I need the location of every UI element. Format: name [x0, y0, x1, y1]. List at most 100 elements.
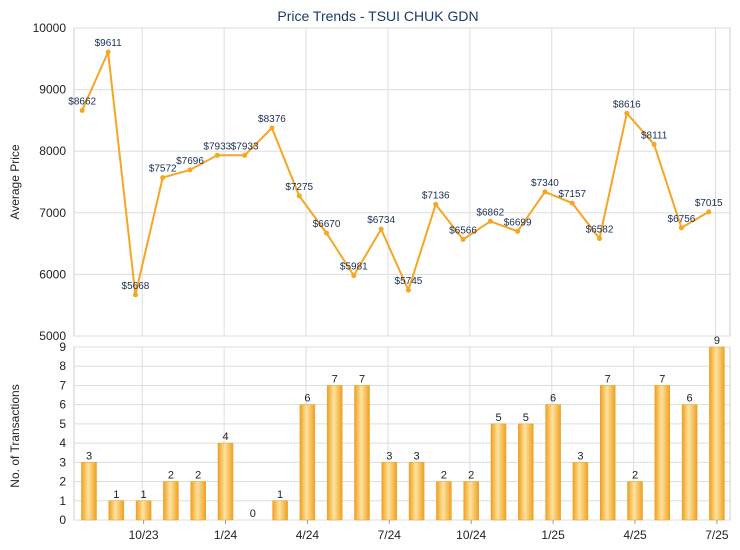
transaction-bar-label: 1: [277, 489, 283, 501]
price-point-label: $8376: [258, 114, 286, 125]
transaction-bar-label: 3: [386, 450, 392, 462]
line-y-tick: 10000: [33, 21, 67, 35]
price-point: [324, 230, 330, 236]
transaction-bar-label: 5: [523, 412, 529, 424]
transaction-bar-label: 6: [304, 393, 310, 405]
line-y-tick: 6000: [39, 267, 66, 281]
x-tick-label: 1/24: [214, 528, 238, 542]
price-line: [81, 51, 710, 296]
price-point: [105, 49, 111, 55]
transaction-bar: [408, 462, 425, 521]
price-point-label: $6734: [367, 215, 395, 226]
price-point-label: $6756: [668, 214, 696, 225]
price-point: [433, 201, 439, 207]
transaction-bar-label: 7: [659, 373, 665, 385]
transaction-bar-label: 2: [195, 470, 201, 482]
transaction-bar: [326, 385, 343, 521]
transaction-bar-label: 2: [441, 470, 447, 482]
x-tick-label: 7/25: [705, 528, 729, 542]
price-point-label: $8111: [641, 130, 668, 141]
bar-plot-area: 0 1 2 3 4 5 6 7 8 9 No. of Transactions 3 1 1 2 2 4 0 1 6…: [8, 335, 731, 542]
x-axis-ticks: 10/23 1/24 4/24 7/24 10/24 1/25 4/25 7/25: [129, 520, 729, 542]
chart-title: Price Trends - TSUI CHUK GDN: [277, 8, 478, 24]
transaction-bar-label: 6: [550, 393, 556, 405]
transaction-bar-label: 0: [250, 508, 256, 520]
transaction-bar-label: 1: [113, 489, 119, 501]
transaction-bar-label: 2: [168, 470, 174, 482]
price-point-label: $7696: [176, 156, 204, 167]
transaction-bar: [81, 462, 97, 521]
transaction-bar: [108, 500, 125, 521]
price-point-label: $7572: [149, 164, 177, 175]
price-point-label: $6862: [476, 207, 504, 218]
transaction-bar: [709, 346, 725, 521]
price-point: [706, 209, 712, 215]
transaction-bar: [518, 423, 534, 521]
price-point: [597, 236, 603, 242]
price-point-label: $7015: [695, 198, 723, 209]
transaction-bar: [381, 462, 398, 521]
transaction-bar: [217, 442, 234, 521]
transaction-bar-labels: 3 1 1 2 2 4 0 1 6 7 7 3 3 2 2 5 5 6 3 7 2 7 6 9: [86, 335, 720, 520]
price-line-series: [79, 49, 712, 298]
bar-y-tick: 6: [59, 398, 66, 412]
x-tick-label: 10/23: [129, 528, 159, 542]
bar-y-tick: 7: [59, 378, 66, 392]
line-y-tick: 9000: [39, 83, 66, 97]
price-point: [378, 226, 384, 232]
transaction-bar-label: 2: [468, 470, 474, 482]
transaction-bar-label: 3: [577, 450, 583, 462]
bar-plot-y-ticks: 0 1 2 3 4 5 6 7 8 9: [59, 340, 66, 527]
transaction-bar: [463, 481, 479, 521]
transaction-bar: [135, 500, 152, 521]
price-point: [132, 292, 138, 298]
x-tick-label: 1/25: [541, 528, 565, 542]
price-point: [269, 125, 275, 131]
bar-y-tick: 3: [59, 455, 66, 469]
price-point: [187, 167, 193, 173]
transaction-bar: [681, 404, 698, 521]
price-point-labels: $8662 $9611 $5668 $7572$7696 $7933 $7933 $8376…: [68, 38, 723, 292]
price-point-label: $7136: [422, 190, 450, 201]
transaction-bar-label: 4: [222, 431, 228, 443]
bar-y-tick: 0: [59, 513, 66, 527]
transaction-bar-label: 5: [495, 412, 501, 424]
price-point: [542, 189, 548, 195]
transaction-bar-label: 7: [332, 373, 338, 385]
price-point-label: $5981: [340, 262, 368, 273]
transaction-bar: [272, 500, 288, 521]
transaction-bar: [299, 404, 316, 521]
price-point-label: $6582: [586, 225, 614, 236]
price-point: [296, 193, 302, 199]
x-tick-label: 7/24: [378, 528, 402, 542]
price-point-label: $7933: [203, 141, 231, 152]
price-point-label: $7157: [558, 189, 586, 200]
transaction-bar: [436, 481, 452, 521]
price-point-label: $8616: [613, 99, 641, 110]
transaction-bar-label: 7: [359, 373, 365, 385]
price-point-label: $7933: [231, 141, 259, 152]
price-point: [351, 273, 357, 279]
price-point: [160, 175, 166, 181]
transaction-bar: [599, 385, 616, 521]
bar-y-tick: 9: [59, 340, 66, 354]
x-tick-label: 4/25: [623, 528, 647, 542]
line-y-tick: 5000: [39, 329, 66, 343]
transaction-bar-label: 2: [632, 470, 638, 482]
price-point-label: $6670: [313, 219, 341, 230]
price-point: [624, 110, 630, 116]
price-point-label: $9611: [95, 38, 123, 49]
bar-y-tick: 8: [59, 359, 66, 373]
transaction-bar: [163, 481, 179, 521]
price-point: [214, 152, 220, 158]
transaction-bar: [627, 481, 643, 521]
bar-plot-frame: [73, 346, 731, 521]
line-y-tick: 8000: [39, 144, 66, 158]
line-y-tick: 7000: [39, 206, 66, 220]
bar-y-tick: 1: [59, 494, 66, 508]
bar-y-tick: 5: [59, 417, 66, 431]
price-point: [79, 107, 85, 113]
price-point: [460, 237, 466, 243]
